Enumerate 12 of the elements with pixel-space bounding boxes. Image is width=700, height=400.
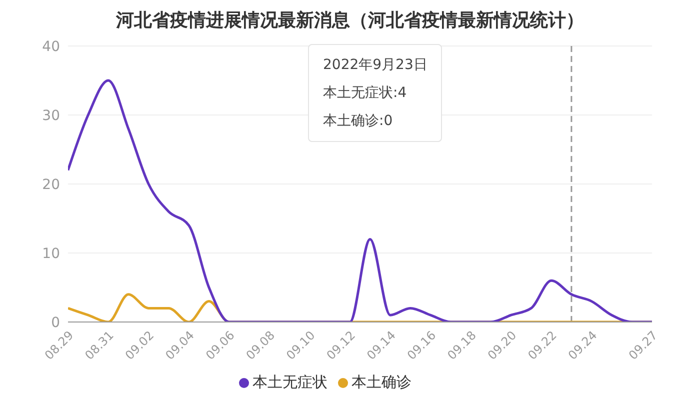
y-tick-label: 40 [42, 38, 60, 55]
y-tick-label: 20 [42, 176, 60, 193]
annotation: 本土确诊:0 [323, 112, 394, 131]
chart-title: 河北省疫情进展情况最新消息（河北省疫情最新情况统计） [114, 9, 585, 33]
y-tick-label: 0 [51, 314, 60, 331]
y-tick-label: 30 [42, 108, 60, 124]
line-series [68, 79, 652, 322]
annotation: 2022年9月23日 [323, 56, 428, 75]
y-tick-label: 10 [42, 246, 60, 262]
annotation: 本土无症状:4 [323, 84, 408, 103]
legend-label: 本土确诊 [352, 373, 412, 391]
legend-label: 本土无症状 [252, 373, 328, 391]
